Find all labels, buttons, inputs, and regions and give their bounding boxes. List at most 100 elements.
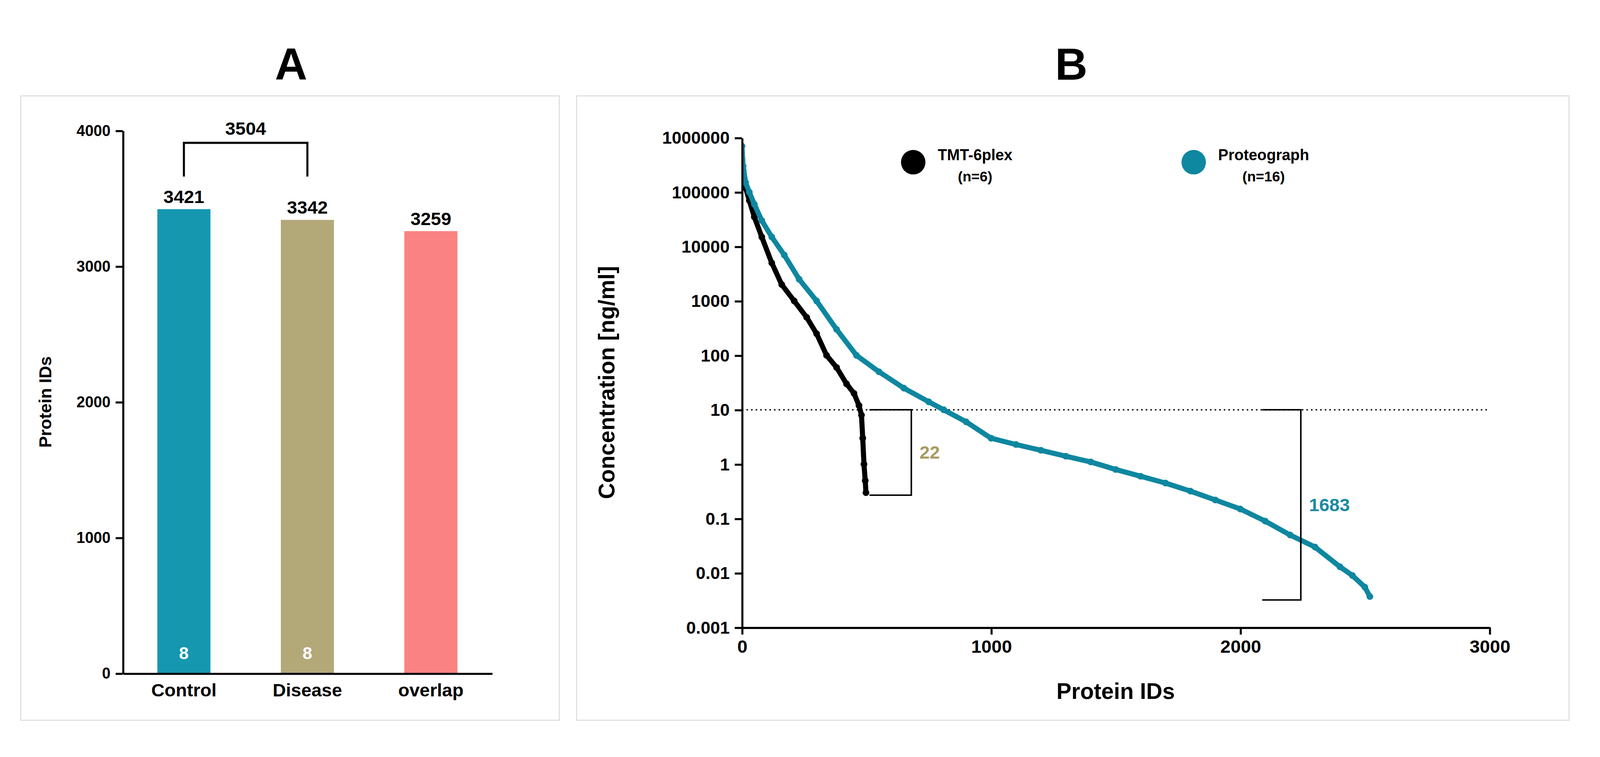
bracket <box>183 142 308 177</box>
point <box>768 259 775 267</box>
point <box>746 188 753 196</box>
tick-label: 0.01 <box>695 563 730 583</box>
tick: 0.001 <box>686 617 742 638</box>
tick-label: 4000 <box>76 122 111 140</box>
data-label: 3342 <box>286 197 328 218</box>
tick: 3000 <box>1469 627 1511 657</box>
point <box>1062 452 1070 460</box>
x-axis: 0 1000 2000 3000 <box>737 627 1511 657</box>
tick-mark <box>115 130 123 133</box>
point <box>1336 563 1344 570</box>
tick-label: Disease <box>272 679 343 700</box>
point <box>925 398 933 406</box>
y-axis: 0 1000 2000 3000 4000 <box>76 122 124 683</box>
point <box>758 233 766 241</box>
tick-label: 0.001 <box>686 617 730 638</box>
tick-label: 0.1 <box>705 508 730 529</box>
tick: Disease <box>272 679 343 700</box>
point <box>780 251 788 259</box>
bar <box>157 208 211 673</box>
legend: TMT-6plex(n=6)Proteograph(n=16) <box>900 146 1309 185</box>
figure: A01000200030004000ControlDiseaseoverlapP… <box>0 0 1600 757</box>
tick-mark <box>734 245 742 248</box>
tick: 10000 <box>681 236 742 257</box>
tick: 0 <box>102 664 123 682</box>
x-axis-line <box>742 626 1490 629</box>
point <box>1137 472 1145 480</box>
y-axis-line <box>741 138 744 628</box>
tick-label: 2000 <box>76 393 111 411</box>
tick-label: 1 <box>719 454 730 474</box>
point <box>1311 543 1319 551</box>
point <box>861 477 869 484</box>
tick: 1000 <box>691 291 742 311</box>
point <box>875 368 883 375</box>
point <box>900 384 908 392</box>
reference-line <box>741 408 1490 411</box>
series-line <box>741 146 1370 597</box>
tick: Control <box>151 679 217 700</box>
point <box>1236 505 1244 513</box>
tick: 4000 <box>76 122 123 140</box>
point <box>795 275 803 283</box>
x-axis: Control Disease overlap <box>123 673 493 701</box>
tick-label: 10 <box>710 400 730 420</box>
point <box>940 406 948 414</box>
point <box>1286 531 1294 539</box>
point <box>823 351 831 359</box>
point <box>813 330 820 337</box>
data-label: 3259 <box>410 208 452 229</box>
legend-note: (n=16) <box>1242 168 1285 185</box>
x-axis-title: Protein IDs <box>1056 678 1175 704</box>
tick: 0 <box>737 627 748 657</box>
bracket <box>869 409 912 495</box>
series <box>741 142 1374 600</box>
annotation: 22 <box>919 441 940 463</box>
tick-label: 1000000 <box>662 127 730 148</box>
point <box>852 351 860 359</box>
point <box>833 325 840 333</box>
panel-frame <box>20 95 560 720</box>
point <box>1162 479 1170 487</box>
tick-label: 1000 <box>76 528 111 547</box>
bracket <box>1262 409 1301 600</box>
point <box>1261 517 1269 525</box>
tick-label: 100 <box>700 345 730 366</box>
y-axis-title: Protein IDs <box>35 355 56 448</box>
tick: 1000 <box>76 528 123 547</box>
tick-mark <box>1488 627 1492 635</box>
tick-mark <box>115 672 123 675</box>
point <box>987 434 995 442</box>
tick-label: 3000 <box>76 257 111 275</box>
tick: 2000 <box>1220 627 1262 657</box>
tick-mark <box>734 191 742 194</box>
tick: 3000 <box>76 257 123 275</box>
point <box>1037 446 1045 454</box>
legend-marker <box>1181 150 1206 175</box>
point <box>1112 466 1120 473</box>
series-line <box>741 146 867 493</box>
bar <box>404 230 458 673</box>
tick-label: overlap <box>398 679 464 700</box>
point <box>1186 487 1194 495</box>
point <box>962 418 970 425</box>
tick: 1000 <box>971 627 1012 657</box>
point <box>859 434 867 442</box>
tick: 2000 <box>76 393 123 411</box>
tick-label: 0 <box>102 664 111 682</box>
legend-marker <box>900 150 926 175</box>
tick-mark <box>734 517 742 520</box>
point <box>1012 441 1020 448</box>
bar <box>280 219 334 674</box>
point <box>768 233 775 241</box>
tick-label: 0 <box>737 636 748 657</box>
y-axis: 0.0010.010.11101001000100001000001000000 <box>662 127 743 637</box>
point <box>758 217 766 225</box>
panel-title: A <box>275 38 308 89</box>
annotation: 3504 <box>225 118 267 139</box>
tick: 0.01 <box>695 563 742 583</box>
point <box>1087 458 1095 466</box>
data-label: 3421 <box>163 186 205 207</box>
point <box>1349 572 1356 579</box>
tick-mark <box>990 627 993 635</box>
